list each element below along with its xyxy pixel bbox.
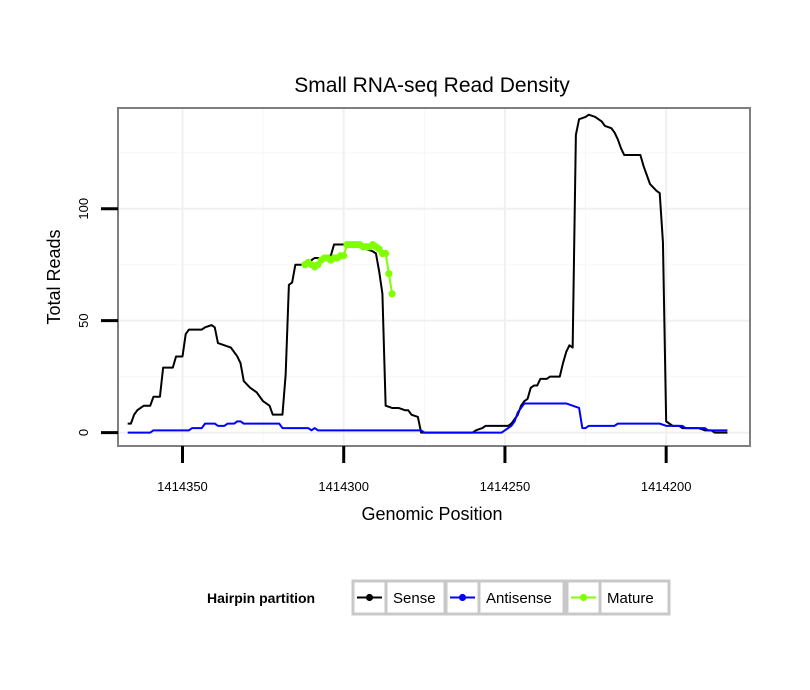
legend-label-antisense: Antisense	[486, 590, 552, 607]
legend-item-mature: Mature	[565, 579, 671, 616]
series-line-sense	[127, 113, 728, 434]
legend-title: Hairpin partition	[207, 590, 315, 606]
legend-label-frame-mature	[598, 579, 671, 616]
legend-label-frame-antisense	[477, 579, 566, 616]
data-point-mature	[340, 252, 348, 260]
chart-title: Small RNA-seq Read Density	[294, 74, 570, 97]
legend-key-point-antisense	[458, 593, 467, 602]
legend: Hairpin partition Sense Antisense Mature	[207, 579, 671, 616]
plot-panel	[117, 107, 751, 447]
x-tick-label: 1414300	[318, 479, 369, 494]
x-tick-label: 1414250	[480, 479, 531, 494]
legend-key-point-sense	[365, 593, 374, 602]
y-axis: 0 50 100	[76, 198, 118, 436]
y-tick-label: 0	[76, 429, 91, 436]
y-tick-label: 100	[76, 198, 91, 220]
x-axis: 1414350 1414300 1414250 1414200	[157, 446, 691, 494]
legend-item-sense: Sense	[351, 579, 447, 616]
data-point-mature	[385, 270, 393, 278]
series-line-antisense	[127, 402, 728, 434]
legend-label-mature: Mature	[607, 590, 654, 607]
legend-key-point-mature	[579, 593, 588, 602]
legend-item-antisense: Antisense	[444, 579, 566, 616]
plot-background	[118, 108, 750, 446]
y-axis-label: Total Reads	[44, 229, 64, 324]
series-layer	[127, 113, 728, 434]
data-point-mature	[388, 290, 396, 298]
y-tick-label: 50	[76, 313, 91, 327]
data-point-mature	[382, 249, 390, 258]
legend-label-sense: Sense	[393, 590, 436, 607]
plot-border	[117, 107, 751, 447]
x-tick-label: 1414200	[641, 479, 692, 494]
x-axis-label: Genomic Position	[361, 504, 502, 524]
x-tick-label: 1414350	[157, 479, 208, 494]
legend-items: Sense Antisense Mature	[351, 579, 671, 616]
